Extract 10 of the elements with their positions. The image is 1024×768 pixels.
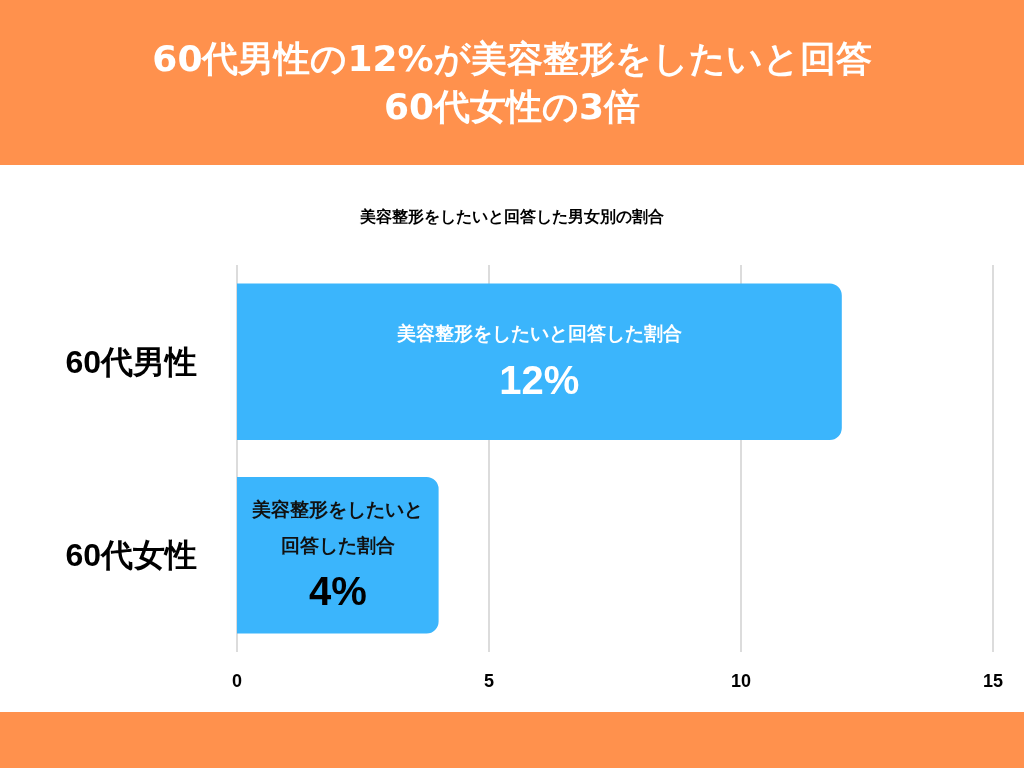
y-tick-label: 60代男性 xyxy=(65,343,197,380)
data-label: 美容整形をしたいと回答した割合12% xyxy=(395,323,682,402)
x-tick-label: 15 xyxy=(982,671,1004,691)
x-tick-label: 5 xyxy=(483,671,495,691)
y-tick-label: 60代女性 xyxy=(65,537,197,574)
x-tick-label: 10 xyxy=(730,671,752,691)
chart-title: 60代男性の12%が美容整形をしたいと回答 60代女性の3倍 xyxy=(0,0,1024,165)
chart-subtitle: 美容整形をしたいと回答した男女別の割合 xyxy=(359,206,664,225)
x-tick-label: 0 xyxy=(231,671,243,691)
data-label: 美容整形をしたいと回答した割合4% xyxy=(251,498,424,614)
